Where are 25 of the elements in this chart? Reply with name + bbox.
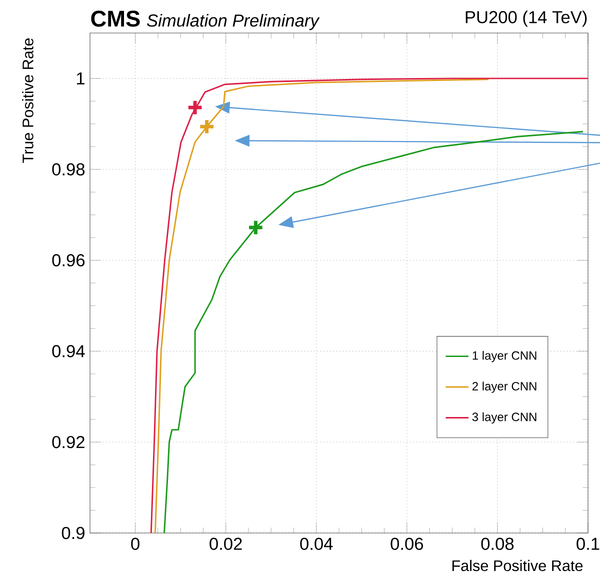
x-tick-label: 0.04 bbox=[300, 538, 333, 550]
y-axis-title: True Positive Rate bbox=[22, 38, 34, 163]
y-tick-label: 0.94 bbox=[52, 345, 85, 358]
x-tick-label: 0.1 bbox=[576, 538, 600, 550]
line-series bbox=[164, 130, 584, 534]
x-tick-label: 0.08 bbox=[481, 538, 514, 550]
x-axis-title: False Positive Rate bbox=[452, 560, 583, 572]
legend-label: 1 layer CNN bbox=[472, 350, 536, 362]
text: PU200 (14 TeV) bbox=[466, 10, 587, 27]
legend-label: 3 layer CNN bbox=[472, 412, 536, 424]
x-tick-label: 0.06 bbox=[390, 538, 424, 550]
chart-subtitle: Simulation Preliminary bbox=[146, 14, 320, 30]
y-tick-label: 0.9 bbox=[62, 526, 84, 540]
legend-label: 2 layer CNN bbox=[472, 382, 536, 393]
point bbox=[186, 99, 204, 116]
point bbox=[198, 118, 216, 136]
x-tick-label: 0 bbox=[131, 538, 140, 550]
line-series bbox=[150, 78, 589, 534]
chart-title: CMS bbox=[91, 10, 140, 27]
y-tick-label: 1 bbox=[76, 72, 84, 84]
y-tick-label: 0.92 bbox=[52, 436, 84, 448]
point bbox=[247, 219, 264, 236]
y-tick-label: 0.98 bbox=[52, 163, 85, 176]
x-tick-label: 0.02 bbox=[210, 538, 242, 550]
y-tick-label: 0.96 bbox=[52, 254, 85, 266]
